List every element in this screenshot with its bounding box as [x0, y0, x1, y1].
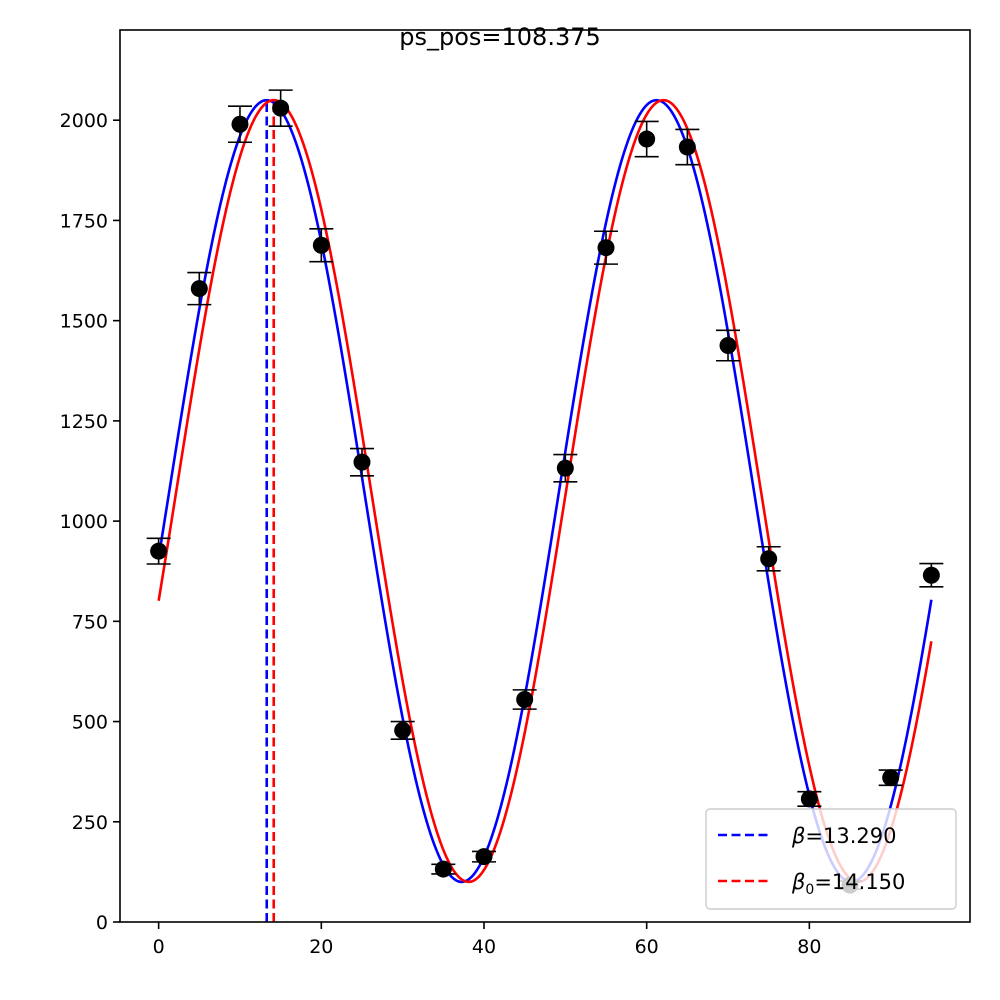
legend-label-1: β0=14.150: [791, 870, 905, 898]
data-point: [516, 691, 534, 709]
x-tick-label: 20: [309, 936, 333, 958]
data-point-group: [634, 120, 659, 158]
data-point: [638, 130, 656, 148]
data-point: [760, 550, 778, 568]
data-point: [597, 239, 615, 257]
data-point-group: [268, 89, 293, 128]
data-point-group: [471, 848, 496, 866]
data-point: [394, 721, 412, 739]
data-point: [434, 860, 452, 878]
legend-label-0: β=13.290: [791, 824, 896, 848]
y-tick-label: 1750: [60, 210, 108, 232]
legend-box: [705, 808, 957, 910]
y-tick-label: 0: [96, 912, 108, 934]
axes-frame: [119, 29, 971, 923]
data-point-group: [512, 689, 537, 710]
data-point: [190, 280, 208, 298]
data-point-group: [878, 769, 903, 787]
data-point-group: [146, 537, 171, 565]
x-tick-label: 0: [153, 936, 165, 958]
data-point-group: [349, 447, 374, 477]
data-point: [312, 236, 330, 254]
data-point-group: [594, 230, 619, 265]
data-point: [882, 769, 900, 787]
data-point: [719, 337, 737, 355]
y-tick-label: 500: [72, 712, 108, 734]
chart-title: ps_pos=108.375: [399, 23, 601, 51]
data-point-group: [431, 860, 456, 878]
data-point-group: [675, 128, 700, 166]
y-tick-label: 1250: [60, 411, 108, 433]
data-point-group: [187, 271, 212, 306]
data-point: [475, 848, 493, 866]
data-point: [678, 138, 696, 156]
data-point-group: [756, 545, 781, 572]
legend: β=13.290 β0=14.150: [705, 808, 957, 910]
y-tick-label: 2000: [60, 110, 108, 132]
x-tick-label: 60: [635, 936, 659, 958]
x-tick-label: 40: [472, 936, 496, 958]
data-point: [353, 453, 371, 471]
data-point-group: [390, 720, 415, 740]
data-point-group: [919, 562, 944, 588]
data-point: [556, 459, 574, 477]
y-tick-label: 250: [72, 812, 108, 834]
plot-area: [146, 89, 944, 922]
data-point: [272, 99, 290, 117]
plot-data-layer: [146, 89, 944, 922]
data-point: [800, 790, 818, 808]
data-point-group: [797, 790, 822, 808]
data-point: [922, 566, 940, 584]
y-tick-label: 1000: [60, 511, 108, 533]
data-point-group: [553, 453, 578, 483]
x-tick-label: 80: [797, 936, 821, 958]
data-point-group: [716, 329, 741, 362]
data-point: [231, 115, 249, 133]
data-point-group: [309, 228, 334, 263]
y-tick-label: 750: [72, 611, 108, 633]
axes-layer: 0 20 40 60 80 0 250 500 750 1000 1250 1500 1750 2000: [60, 29, 971, 958]
data-point-group: [227, 105, 252, 144]
series-line-0: [157, 98, 933, 884]
y-tick-label: 1500: [60, 311, 108, 333]
data-point: [150, 542, 168, 560]
